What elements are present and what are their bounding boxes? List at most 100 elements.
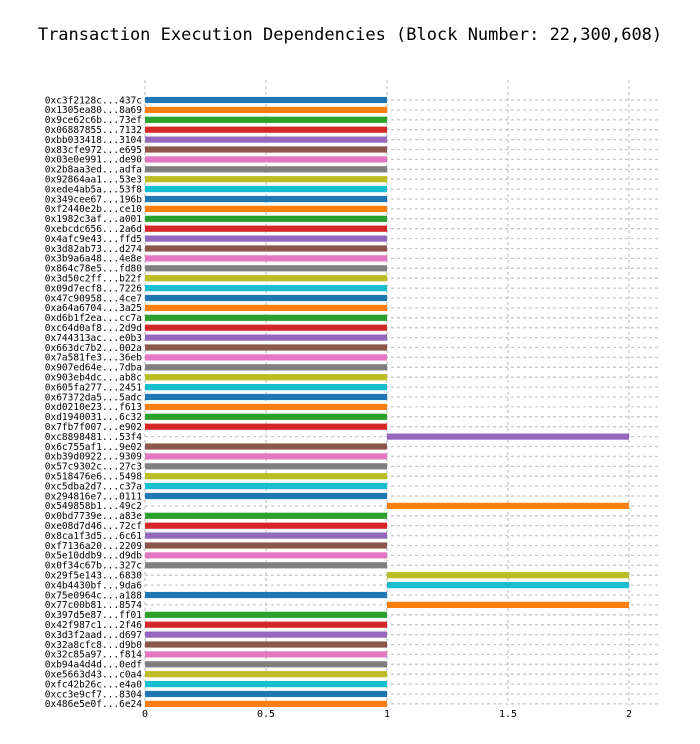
- y-tick-label-6: 0x03e0e991...de90: [45, 155, 143, 166]
- y-tick-label-22: 0xd6b1f2ea...cc7a: [45, 313, 142, 324]
- y-tick-label-39: 0xc5dba2d7...c37a: [45, 481, 142, 492]
- y-tick-label-45: 0xf7136a20...2209: [45, 541, 143, 552]
- bar-35: [145, 443, 387, 450]
- bar-54: [145, 631, 387, 638]
- y-tick-label-55: 0x32a8cfc8...d9b0: [45, 640, 143, 651]
- bar-27: [145, 364, 387, 371]
- bar-8: [145, 176, 387, 183]
- y-tick-label-28: 0x903eb4dc...ab8c: [45, 373, 142, 384]
- y-tick-label-49: 0x4b4430bf...9da6: [45, 580, 143, 591]
- bar-34: [387, 433, 629, 440]
- y-tick-label-25: 0x663dc7b2...002a: [45, 343, 142, 354]
- bar-30: [145, 393, 387, 401]
- bar-41: [387, 502, 629, 509]
- chart-title: Transaction Execution Dependencies (Bloc…: [38, 25, 662, 45]
- x-tick-label-4: 2: [626, 709, 632, 720]
- y-tick-label-58: 0xe5663d43...c0a4: [45, 670, 143, 681]
- bar-51: [387, 601, 629, 608]
- bar-7: [145, 166, 387, 173]
- y-tick-label-52: 0x397d5e87...ff01: [45, 610, 143, 621]
- y-tick-label-40: 0x294816e7...0111: [45, 491, 143, 502]
- bar-57: [145, 661, 387, 668]
- x-tick-label-3: 1.5: [499, 709, 517, 720]
- bar-37: [145, 463, 387, 470]
- bar-4: [145, 136, 387, 143]
- bar-24: [145, 334, 387, 341]
- y-tick-label-14: 0x4afc9e43...ffd5: [45, 234, 142, 245]
- bar-48: [387, 572, 629, 579]
- bar-29: [145, 384, 387, 391]
- y-tick-label-15: 0x3d82ab73...d274: [45, 244, 143, 255]
- y-tick-label-46: 0x5e10ddb9...d9db: [45, 551, 143, 562]
- y-tick-label-21: 0xa64a6704...3a25: [45, 303, 142, 314]
- y-tick-label-20: 0x47c90958...4ce7: [45, 293, 142, 304]
- y-tick-label-43: 0xe08d7d46...72cf: [45, 521, 142, 532]
- bar-15: [145, 245, 387, 252]
- y-tick-label-16: 0x3b9a6a48...4e8e: [45, 254, 143, 265]
- y-tick-label-24: 0x744313ac...e0b3: [45, 333, 142, 344]
- bar-25: [145, 344, 387, 351]
- bar-46: [145, 552, 387, 559]
- bar-12: [145, 215, 387, 222]
- y-tick-label-23: 0xc64d0af8...2d9d: [45, 323, 142, 334]
- bar-1: [145, 106, 387, 113]
- y-tick-label-47: 0x0f34c67b...327c: [45, 561, 142, 572]
- y-tick-label-50: 0x75e0964c...a188: [45, 590, 143, 601]
- y-tick-label-41: 0x549858b1...49c2: [45, 501, 142, 512]
- bar-38: [145, 473, 387, 480]
- bar-40: [145, 492, 387, 500]
- bar-18: [145, 275, 387, 282]
- y-axis-labels: 0xc3f2128c...437c0x1305ea80...8a690x9ce6…: [45, 95, 143, 710]
- bar-5: [145, 146, 387, 153]
- y-tick-label-10: 0x349cee67...196b: [45, 194, 143, 205]
- bar-13: [145, 225, 387, 232]
- bar-28: [145, 374, 387, 381]
- bar-53: [145, 621, 387, 628]
- y-tick-label-53: 0x42f987c1...2f46: [45, 620, 143, 631]
- y-tick-label-44: 0x8ca1f3d5...6c61: [45, 531, 143, 542]
- bar-26: [145, 354, 387, 361]
- y-tick-label-17: 0x864c78e5...fd80: [45, 264, 143, 275]
- y-tick-label-32: 0xd1940031...6c32: [45, 412, 142, 423]
- bar-45: [145, 542, 387, 549]
- x-tick-label-1: 0.5: [257, 709, 275, 720]
- bar-52: [145, 611, 387, 618]
- bar-6: [145, 156, 387, 163]
- y-tick-label-54: 0x3d3f2aad...d697: [45, 630, 142, 641]
- bars: [145, 96, 629, 707]
- y-tick-label-19: 0x09d7ecf8...7226: [45, 283, 143, 294]
- bar-61: [145, 700, 387, 707]
- bar-11: [145, 205, 387, 212]
- x-tick-label-2: 1: [384, 709, 390, 720]
- bar-19: [145, 285, 387, 292]
- bar-10: [145, 195, 387, 203]
- y-tick-label-42: 0x0bd7739e...a83e: [45, 511, 143, 522]
- y-tick-label-31: 0xd0210e23...f613: [45, 402, 142, 413]
- y-tick-label-60: 0xcc3e9cf7...8304: [45, 689, 143, 700]
- x-tick-label-0: 0: [142, 709, 148, 720]
- bar-50: [145, 591, 387, 599]
- bar-60: [145, 690, 387, 698]
- y-tick-label-48: 0x29f5e143...6830: [45, 571, 143, 582]
- y-tick-label-4: 0xbb033418...3104: [45, 135, 143, 146]
- y-tick-label-38: 0x518476e6...5498: [45, 472, 143, 483]
- bar-22: [145, 314, 387, 321]
- y-tick-label-1: 0x1305ea80...8a69: [45, 105, 143, 116]
- bar-58: [145, 671, 387, 678]
- y-tick-label-3: 0x06887855...7132: [45, 125, 142, 136]
- bar-59: [145, 681, 387, 688]
- bar-32: [145, 413, 387, 420]
- bar-9: [145, 186, 387, 193]
- y-tick-label-0: 0xc3f2128c...437c: [45, 95, 142, 106]
- bar-0: [145, 96, 387, 104]
- bar-55: [145, 641, 387, 648]
- y-tick-label-27: 0x907ed64e...7dba: [45, 363, 142, 374]
- y-tick-label-5: 0x83cfe972...e695: [45, 145, 142, 156]
- y-tick-label-35: 0x6c755af1...9e02: [45, 442, 142, 453]
- bar-42: [145, 512, 387, 519]
- y-tick-label-33: 0x7fb7f007...e902: [45, 422, 142, 433]
- y-tick-label-12: 0x1982c3af...a001: [45, 214, 143, 225]
- y-tick-label-7: 0x2b8aa3ed...adfa: [45, 165, 142, 176]
- bar-56: [145, 651, 387, 658]
- grid: [144, 80, 660, 705]
